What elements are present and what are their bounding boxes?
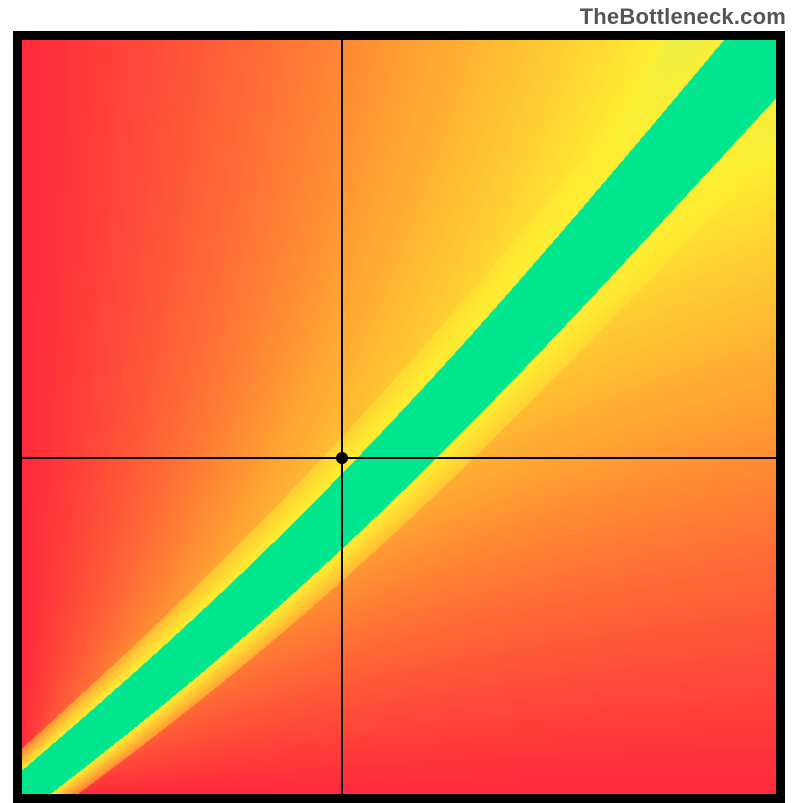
bottleneck-heatmap [22, 40, 776, 794]
watermark-text: TheBottleneck.com [580, 4, 786, 30]
crosshair-horizontal [22, 457, 776, 459]
crosshair-vertical [341, 40, 343, 794]
